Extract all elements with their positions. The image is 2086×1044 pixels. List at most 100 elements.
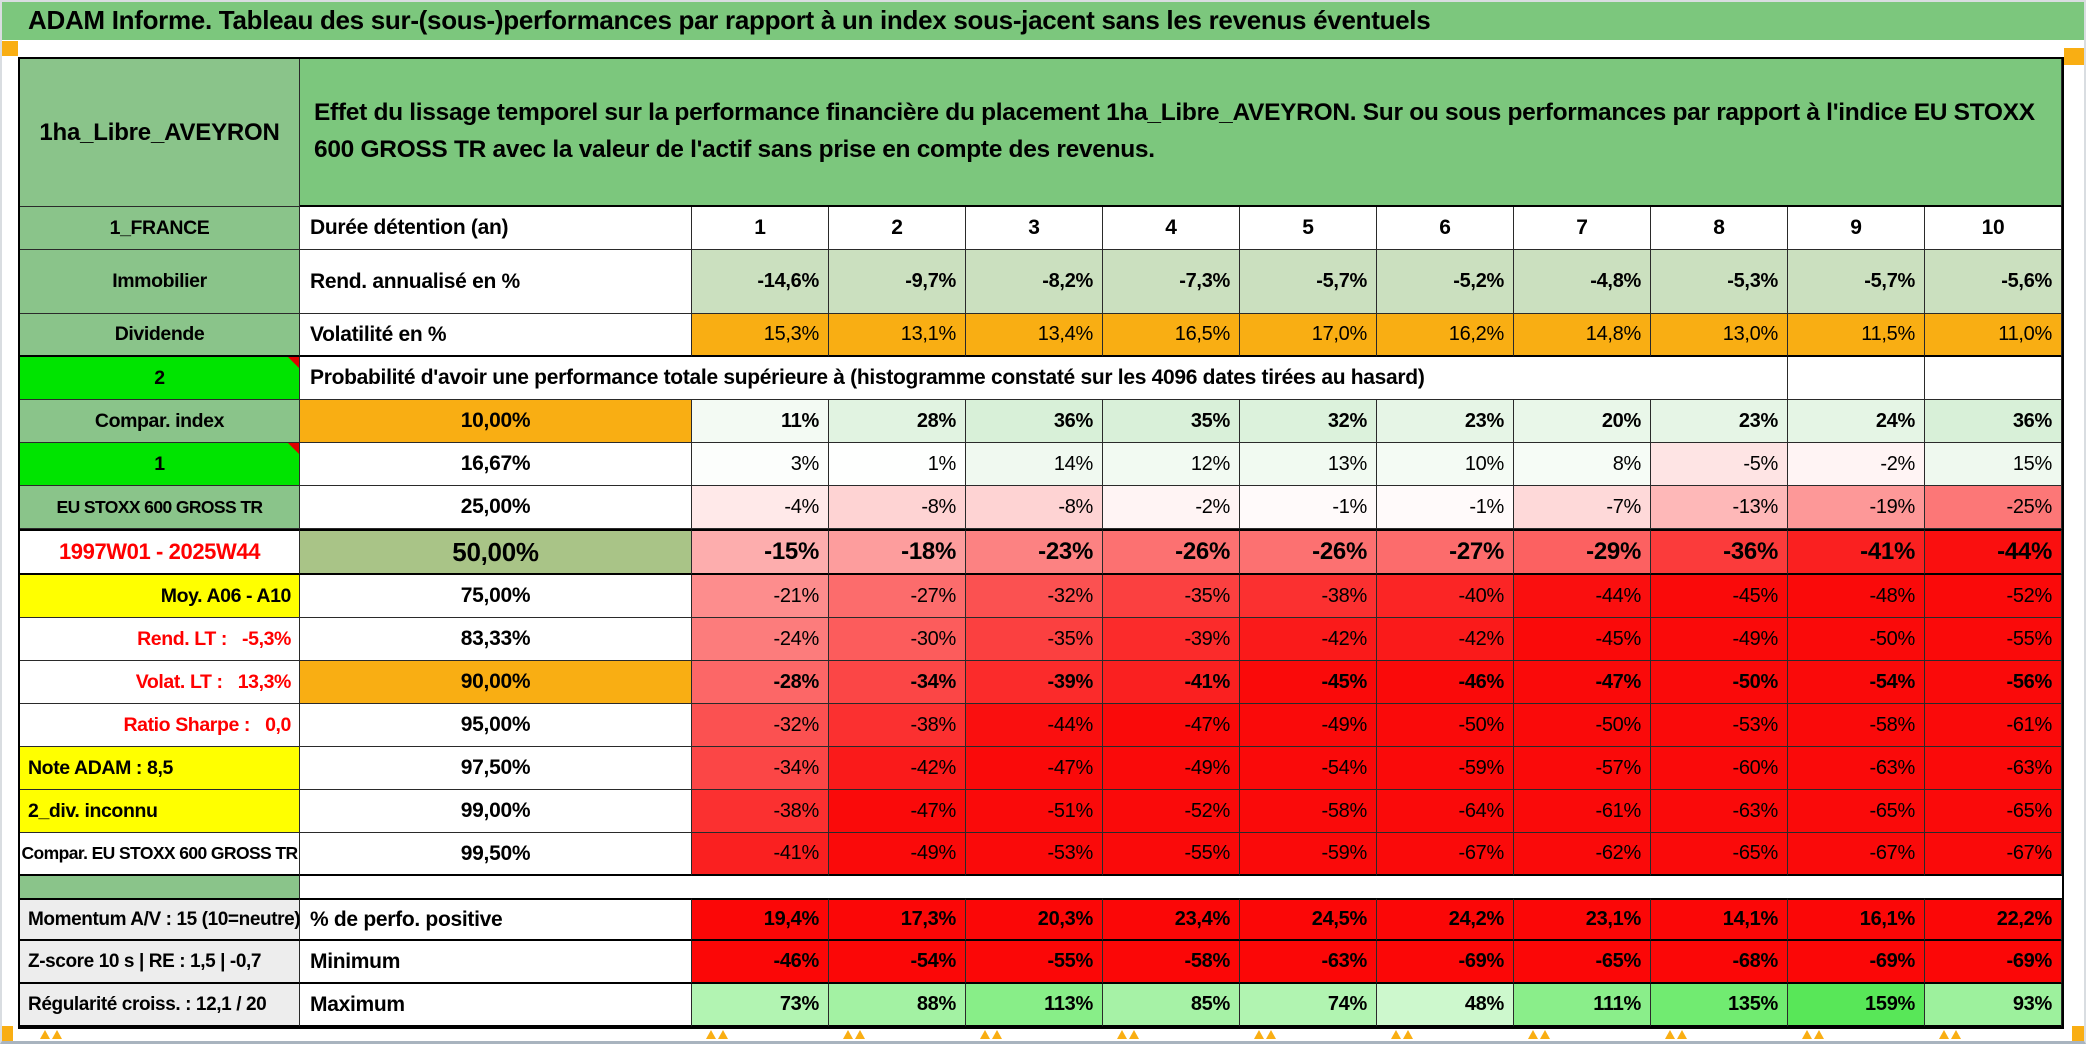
value-cell[interactable]: 10% — [1377, 443, 1514, 486]
value-cell[interactable]: -61% — [1514, 790, 1651, 833]
value-cell[interactable]: -34% — [829, 661, 966, 704]
metric-label-cell[interactable]: 97,50% — [300, 747, 692, 790]
column-header-cell[interactable]: 3 — [966, 207, 1103, 250]
value-cell[interactable]: -50% — [1514, 704, 1651, 747]
value-cell[interactable]: -28% — [692, 661, 829, 704]
value-cell[interactable]: -40% — [1377, 575, 1514, 618]
value-cell[interactable]: -42% — [1377, 618, 1514, 661]
value-cell[interactable]: -44% — [966, 704, 1103, 747]
value-cell[interactable]: -46% — [692, 941, 829, 984]
column-header-cell[interactable]: 4 — [1103, 207, 1240, 250]
value-cell[interactable]: -58% — [1240, 790, 1377, 833]
value-cell[interactable]: -2% — [1103, 486, 1240, 529]
value-cell[interactable]: -69% — [1925, 941, 2062, 984]
value-cell[interactable]: -65% — [1514, 941, 1651, 984]
row-label-cell[interactable]: Régularité croiss. : 12,1 / 20 — [20, 984, 300, 1027]
row-label-cell[interactable]: Z-score 10 s | RE : 1,5 | -0,7 — [20, 941, 300, 984]
value-cell[interactable]: -58% — [1103, 941, 1240, 984]
row-label-cell[interactable]: 2_div. inconnu — [20, 790, 300, 833]
value-cell[interactable]: 19,4% — [692, 898, 829, 941]
value-cell[interactable]: 11% — [692, 400, 829, 443]
value-cell[interactable]: -9,7% — [829, 250, 966, 314]
value-cell[interactable]: 16,5% — [1103, 314, 1240, 357]
row-label-cell[interactable]: 1_FRANCE — [20, 207, 300, 250]
metric-label-cell[interactable]: 99,50% — [300, 833, 692, 876]
value-cell[interactable]: -49% — [1240, 704, 1377, 747]
value-cell[interactable]: -62% — [1514, 833, 1651, 876]
value-cell[interactable]: 1% — [829, 443, 966, 486]
value-cell[interactable]: -50% — [1788, 618, 1925, 661]
value-cell[interactable]: 111% — [1514, 984, 1651, 1027]
value-cell[interactable]: 20,3% — [966, 898, 1103, 941]
value-cell[interactable]: -5% — [1651, 443, 1788, 486]
value-cell[interactable]: -55% — [1103, 833, 1240, 876]
value-cell[interactable]: -26% — [1103, 529, 1240, 575]
value-cell[interactable]: -34% — [692, 747, 829, 790]
column-header-cell[interactable]: 5 — [1240, 207, 1377, 250]
value-cell[interactable]: -5,7% — [1240, 250, 1377, 314]
value-cell[interactable]: 24% — [1788, 400, 1925, 443]
value-cell[interactable]: -63% — [1651, 790, 1788, 833]
metric-label-cell[interactable]: 95,00% — [300, 704, 692, 747]
value-cell[interactable]: 23% — [1651, 400, 1788, 443]
value-cell[interactable]: -65% — [1925, 790, 2062, 833]
value-cell[interactable]: 11,0% — [1925, 314, 2062, 357]
value-cell[interactable]: -49% — [829, 833, 966, 876]
value-cell[interactable]: -15% — [692, 529, 829, 575]
value-cell[interactable]: -8% — [829, 486, 966, 529]
row-label-cell[interactable]: Rend. LT : -5,3% — [20, 618, 300, 661]
value-cell[interactable]: -39% — [1103, 618, 1240, 661]
value-cell[interactable]: 17,3% — [829, 898, 966, 941]
value-cell[interactable]: -47% — [1514, 661, 1651, 704]
value-cell[interactable]: -61% — [1925, 704, 2062, 747]
metric-label-cell[interactable]: Minimum — [300, 941, 692, 984]
value-cell[interactable]: -67% — [1788, 833, 1925, 876]
value-cell[interactable]: 135% — [1651, 984, 1788, 1027]
value-cell[interactable]: -25% — [1925, 486, 2062, 529]
value-cell[interactable]: -51% — [966, 790, 1103, 833]
value-cell[interactable]: -54% — [1788, 661, 1925, 704]
value-cell[interactable]: 15% — [1925, 443, 2062, 486]
value-cell[interactable]: -55% — [966, 941, 1103, 984]
value-cell[interactable]: -5,6% — [1925, 250, 2062, 314]
value-cell[interactable]: -4% — [692, 486, 829, 529]
value-cell[interactable]: 24,2% — [1377, 898, 1514, 941]
value-cell[interactable]: -54% — [1240, 747, 1377, 790]
value-cell[interactable]: 14,1% — [1651, 898, 1788, 941]
value-cell[interactable]: 28% — [829, 400, 966, 443]
value-cell[interactable]: -26% — [1240, 529, 1377, 575]
value-cell[interactable] — [1925, 357, 2062, 400]
value-cell[interactable]: -35% — [966, 618, 1103, 661]
value-cell[interactable]: -45% — [1240, 661, 1377, 704]
value-cell[interactable]: 13,0% — [1651, 314, 1788, 357]
metric-label-cell[interactable]: 10,00% — [300, 400, 692, 443]
value-cell[interactable]: 32% — [1240, 400, 1377, 443]
value-cell[interactable]: 74% — [1240, 984, 1377, 1027]
value-cell[interactable]: -27% — [829, 575, 966, 618]
value-cell[interactable]: 23,1% — [1514, 898, 1651, 941]
value-cell[interactable]: -46% — [1377, 661, 1514, 704]
value-cell[interactable]: -4,8% — [1514, 250, 1651, 314]
value-cell[interactable]: -30% — [829, 618, 966, 661]
value-cell[interactable]: -5,2% — [1377, 250, 1514, 314]
value-cell[interactable]: -52% — [1103, 790, 1240, 833]
metric-label-cell[interactable]: 90,00% — [300, 661, 692, 704]
metric-label-cell[interactable]: 75,00% — [300, 575, 692, 618]
metric-label-cell[interactable]: Maximum — [300, 984, 692, 1027]
value-cell[interactable]: -59% — [1240, 833, 1377, 876]
metric-label-cell[interactable]: Volatilité en % — [300, 314, 692, 357]
description-cell[interactable]: Effet du lissage temporel sur la perform… — [300, 59, 2062, 207]
value-cell[interactable]: -1% — [1240, 486, 1377, 529]
value-cell[interactable]: 16,2% — [1377, 314, 1514, 357]
value-cell[interactable]: -38% — [1240, 575, 1377, 618]
value-cell[interactable]: -44% — [1925, 529, 2062, 575]
value-cell[interactable]: -47% — [829, 790, 966, 833]
value-cell[interactable]: -49% — [1651, 618, 1788, 661]
value-cell[interactable]: 8% — [1514, 443, 1651, 486]
column-header-cell[interactable]: 9 — [1788, 207, 1925, 250]
value-cell[interactable]: -63% — [1925, 747, 2062, 790]
value-cell[interactable]: 17,0% — [1240, 314, 1377, 357]
value-cell[interactable]: -35% — [1103, 575, 1240, 618]
row-label-cell[interactable]: Ratio Sharpe : 0,0 — [20, 704, 300, 747]
column-header-cell[interactable]: 10 — [1925, 207, 2062, 250]
